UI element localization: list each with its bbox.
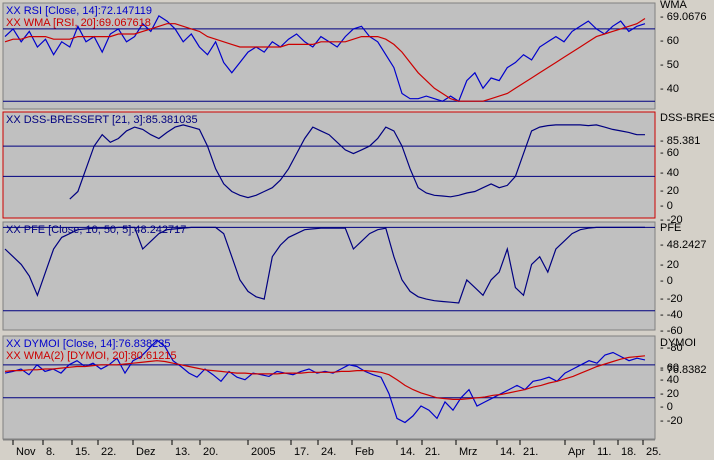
x-tick-label: 14. <box>500 446 515 458</box>
last-value-label: - 76.8382 <box>660 364 706 376</box>
y-tick-label: - 0 <box>660 200 673 212</box>
axis-caption: DSS-BRES <box>660 112 714 124</box>
y-tick-label: - 40 <box>660 374 679 386</box>
panel-dss: XX DSS-BRESSERT [21, 3]:85.381035 DSS-BRE… <box>2 111 714 226</box>
y-tick-label: - 60 <box>660 147 679 159</box>
y-tick-label: - 50 <box>660 59 679 71</box>
y-tick-label: - -60 <box>660 325 683 337</box>
y-tick-label: - -20 <box>660 415 683 427</box>
y-tick-label: - 60 <box>660 362 679 374</box>
legend-entry: XX WMA [RSI, 20]:69.067618 <box>6 17 151 29</box>
axis-caption: WMA <box>660 0 688 11</box>
last-value-label: - 69.0676 <box>660 11 706 23</box>
legend-entry: XX DYMOI [Close, 14]:76.838235 <box>6 338 170 350</box>
axis-caption: DYMOI <box>660 337 696 349</box>
x-tick-label: 21. <box>425 446 440 458</box>
x-tick-label: 11. <box>597 446 611 458</box>
y-tick-label: - 20 <box>660 185 679 197</box>
y-tick-label: - 0 <box>660 275 673 287</box>
series-line-wma-2- <box>4 355 646 400</box>
y-tick-label: - -40 <box>660 309 683 321</box>
legend-entry: XX RSI [Close, 14]:72.147119 <box>6 5 152 17</box>
series-line-pfe <box>4 226 645 304</box>
y-tick-label: - 0 <box>660 401 673 413</box>
legend-entry: XX WMA(2) [DYMOI, 20]:80.61215 <box>6 350 177 362</box>
x-tick-label: 24. <box>321 446 336 458</box>
panel-pfe: XX PFE [Close, 10, 50, 5]:48.242717 PFE - … <box>2 221 706 354</box>
x-tick-label: 8. <box>46 446 55 458</box>
last-value-label: - 85.381 <box>660 135 700 147</box>
y-tick-label: - 40 <box>660 83 679 95</box>
y-tick-label: - 20 <box>660 388 679 400</box>
x-tick-label: 18. <box>621 446 636 458</box>
x-tick-label: 15. <box>75 446 90 458</box>
y-tick-label: - 60 <box>660 35 679 47</box>
x-tick-label: 25. <box>646 446 661 458</box>
x-tick-label: Apr <box>568 446 585 458</box>
x-tick-label: Nov <box>16 446 36 458</box>
series-line-wma <box>4 17 646 102</box>
x-tick-label: Feb <box>355 446 374 458</box>
axis-caption: PFE <box>660 222 681 234</box>
y-tick-label: - -20 <box>660 214 683 226</box>
last-value-label: - 48.2427 <box>660 239 706 251</box>
y-tick-label: - -20 <box>660 293 683 305</box>
x-tick-label: 21. <box>523 446 538 458</box>
x-tick-label: 17. <box>294 446 309 458</box>
x-axis: Nov 8. 15. 22. Dez 13. 20. 2005 17. 24. Feb 14. 21. M… <box>3 439 661 458</box>
panel-dymoi-background[interactable] <box>2 335 656 440</box>
y-tick-label: - -80 <box>660 342 683 354</box>
x-tick-label: 13. <box>175 446 190 458</box>
x-tick-label: 14. <box>400 446 415 458</box>
x-tick-label: 22. <box>101 446 116 458</box>
series-line-dss <box>69 124 645 200</box>
panel-rsi-background[interactable] <box>2 2 656 110</box>
panel-dss-background[interactable] <box>2 111 656 219</box>
y-tick-label: - 40 <box>660 167 679 179</box>
y-tick-label: - 20 <box>660 259 679 271</box>
series-line-rsi <box>4 15 646 103</box>
series-line-dymoi <box>4 339 646 424</box>
panel-pfe-background[interactable] <box>2 221 656 331</box>
legend-entry: XX PFE [Close, 10, 50, 5]:48.242717 <box>6 224 186 236</box>
x-tick-label: 2005 <box>251 446 275 458</box>
x-tick-label: Mrz <box>459 446 477 458</box>
x-tick-label: Dez <box>136 446 156 458</box>
legend-entry: XX DSS-BRESSERT [21, 3]:85.381035 <box>6 114 198 126</box>
x-tick-label: 20. <box>203 446 218 458</box>
